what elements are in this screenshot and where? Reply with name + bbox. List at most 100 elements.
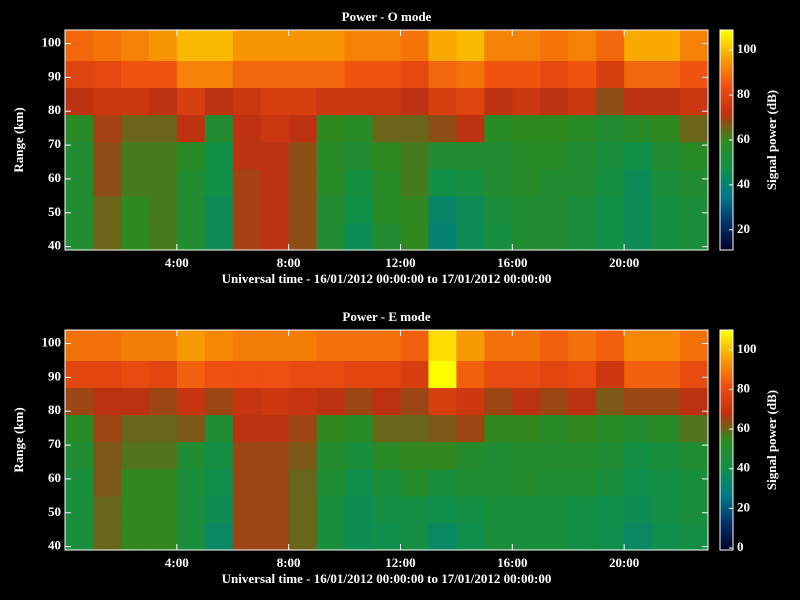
plot-frame xyxy=(64,329,709,551)
colorbar-swatch xyxy=(720,426,733,429)
colorbar-swatch xyxy=(720,532,733,535)
heatmap-cell xyxy=(456,114,485,143)
heatmap-cell xyxy=(92,414,122,443)
colorbar-swatch xyxy=(720,130,733,133)
colorbar-swatch xyxy=(720,390,733,393)
colorbar-swatch xyxy=(720,398,733,401)
heatmap-cell xyxy=(484,222,513,251)
heatmap-cell xyxy=(120,222,150,251)
heatmap-cell xyxy=(540,141,569,170)
heatmap-cell xyxy=(176,495,206,524)
heatmap-cell xyxy=(176,441,206,470)
colorbar-swatch xyxy=(720,182,733,185)
colorbar-swatch xyxy=(720,232,733,235)
heatmap-cell xyxy=(568,414,597,443)
colorbar-swatch xyxy=(720,464,733,467)
heatmap-cell xyxy=(512,495,541,524)
heatmap-cell xyxy=(344,468,374,497)
colorbar-swatch xyxy=(720,116,733,119)
heatmap-cell xyxy=(316,495,346,524)
heatmap-cell xyxy=(92,330,122,361)
colorbar-label: Signal power (dB) xyxy=(764,90,779,190)
colorbar-swatch xyxy=(720,60,733,63)
heatmap-cell xyxy=(288,30,318,61)
colorbar-swatch xyxy=(720,198,733,201)
heatmap-cell xyxy=(344,414,374,443)
heatmap-cell xyxy=(652,141,681,170)
colorbar-tick-label: 60 xyxy=(737,131,750,146)
heatmap-cell xyxy=(624,30,653,61)
heatmap-cell xyxy=(260,330,290,361)
heatmap-cell xyxy=(652,195,681,224)
colorbar-swatch xyxy=(720,164,733,167)
heatmap-cell xyxy=(260,441,290,470)
heatmap-cell xyxy=(596,195,625,224)
heatmap-cell xyxy=(484,30,513,61)
heatmap-cell xyxy=(652,495,681,524)
heatmap-cell xyxy=(596,441,625,470)
heatmap-cell xyxy=(624,330,653,361)
colorbar-swatch xyxy=(720,196,733,199)
colorbar-swatch xyxy=(720,430,733,433)
heatmap-cell xyxy=(148,141,178,170)
heatmap-cell xyxy=(204,114,234,143)
heatmap-cell xyxy=(428,87,457,116)
heatmap-cell xyxy=(260,60,290,89)
heatmap-cell xyxy=(176,168,206,197)
colorbar-swatch xyxy=(720,132,733,135)
colorbar-swatch xyxy=(720,118,733,121)
heatmap-cell xyxy=(596,360,625,389)
colorbar-swatch xyxy=(720,440,733,443)
heatmap-cell xyxy=(204,87,234,116)
colorbar-swatch xyxy=(720,114,733,117)
colorbar-swatch xyxy=(720,438,733,441)
heatmap-cell xyxy=(680,222,709,251)
x-tick-label: 12:00 xyxy=(385,555,415,570)
colorbar-swatch xyxy=(720,102,733,105)
colorbar-swatch xyxy=(720,226,733,229)
colorbar-swatch xyxy=(720,394,733,397)
heatmap-cell xyxy=(176,360,206,389)
heatmap-cell xyxy=(344,441,374,470)
colorbar-swatch xyxy=(720,366,733,369)
colorbar-swatch xyxy=(720,512,733,515)
colorbar-swatch xyxy=(720,340,733,343)
heatmap-cell xyxy=(316,195,346,224)
x-axis-label: Universal time - 16/01/2012 00:00:00 to … xyxy=(222,271,552,286)
heatmap-cell xyxy=(540,168,569,197)
x-tick-label: 20:00 xyxy=(609,255,639,270)
colorbar-swatch xyxy=(720,370,733,373)
heatmap-cell xyxy=(428,495,457,524)
heatmap-cell xyxy=(428,222,457,251)
colorbar-swatch xyxy=(720,456,733,459)
heatmap-cell xyxy=(176,387,206,416)
colorbar-swatch xyxy=(720,462,733,465)
colorbar-swatch xyxy=(720,518,733,521)
panel-title: Power - O mode xyxy=(342,9,432,24)
colorbar-swatch xyxy=(720,362,733,365)
heatmap-cell xyxy=(260,495,290,524)
heatmap-cell xyxy=(596,60,625,89)
colorbar-swatch xyxy=(720,90,733,93)
heatmap-cell xyxy=(260,30,290,61)
colorbar-swatch xyxy=(720,480,733,483)
heatmap-cell xyxy=(512,330,541,361)
colorbar-swatch xyxy=(720,146,733,149)
heatmap-cell xyxy=(568,114,597,143)
heatmap-cell xyxy=(288,195,318,224)
colorbar-swatch xyxy=(720,470,733,473)
heatmap-cell xyxy=(120,414,150,443)
colorbar-swatch xyxy=(720,530,733,533)
heatmap-cell xyxy=(260,168,290,197)
colorbar-swatch xyxy=(720,202,733,205)
heatmap-cell xyxy=(344,330,374,361)
heatmap-cell xyxy=(344,222,374,251)
colorbar-swatch xyxy=(720,72,733,75)
y-axis-label: Range (km) xyxy=(11,107,26,172)
heatmap-cell xyxy=(400,387,429,416)
heatmap-cell xyxy=(540,468,569,497)
heatmap-cell xyxy=(204,495,234,524)
heatmap-cell xyxy=(456,441,485,470)
